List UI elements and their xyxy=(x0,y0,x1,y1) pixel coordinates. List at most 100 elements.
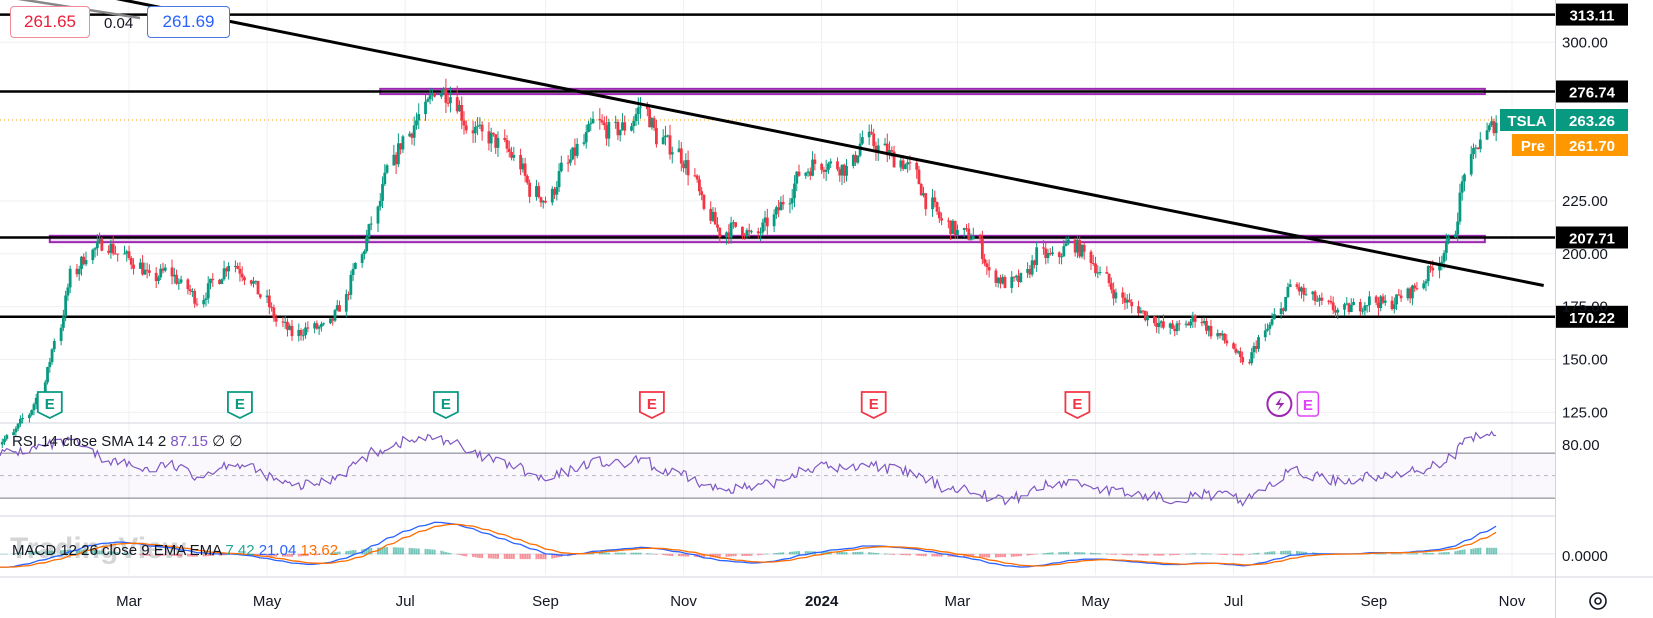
macd-hist-bar xyxy=(718,553,721,558)
macd-hist-bar xyxy=(931,553,934,557)
candle-body-243 xyxy=(772,214,776,227)
macd-legend-hist: 7.42 xyxy=(225,542,258,559)
candle-body-20 xyxy=(64,295,68,317)
macd-hist-bar xyxy=(155,553,158,556)
candle-body-143 xyxy=(455,97,459,112)
bid-price-box[interactable]: 261.65 xyxy=(10,6,90,38)
candle-body-300 xyxy=(951,220,955,234)
macd-hist-bar xyxy=(947,553,950,557)
candle-body-363 xyxy=(1152,316,1156,324)
candle-body-399 xyxy=(1266,328,1269,331)
candle-body-68 xyxy=(218,279,221,284)
candle-body-187 xyxy=(591,118,595,124)
earnings-letter: E xyxy=(869,396,879,413)
candle-body-393 xyxy=(1248,362,1251,364)
candle-body-180 xyxy=(571,147,575,160)
macd-hist-bar xyxy=(202,553,205,557)
macd-hist-bar xyxy=(524,553,527,560)
candle-body-108 xyxy=(344,294,348,312)
candle-body-94 xyxy=(299,330,303,336)
candle-body-332 xyxy=(1051,252,1054,255)
macd-hist-bar xyxy=(1092,552,1095,555)
candle-body-257 xyxy=(813,159,817,164)
macd-hist-bar xyxy=(1470,548,1473,555)
candle-body-22 xyxy=(68,268,72,288)
macd-hist-bar xyxy=(123,552,126,555)
candle-body-267 xyxy=(845,165,848,176)
candle-body-430 xyxy=(1363,305,1367,311)
macd-hist-bar xyxy=(623,552,626,555)
macd-legend-macd: 21.04 xyxy=(259,542,301,559)
macd-hist-bar xyxy=(447,552,450,555)
ask-price-box[interactable]: 261.69 xyxy=(147,6,230,38)
macd-hist-bar xyxy=(605,552,608,555)
candle-body-214 xyxy=(679,148,683,164)
macd-hist-bar xyxy=(1194,553,1197,555)
macd-hist-bar xyxy=(655,553,658,555)
candle-body-245 xyxy=(777,207,781,211)
macd-hist-bar xyxy=(1298,551,1301,555)
macd-hist-bar xyxy=(1062,551,1065,555)
rsi-axis-label: 80.00 xyxy=(1562,437,1600,454)
candle-body-401 xyxy=(1270,319,1274,325)
macd-hist-bar xyxy=(555,553,558,558)
candle-body-322 xyxy=(1019,272,1023,282)
macd-hist-bar xyxy=(888,553,891,555)
candle-body-249 xyxy=(790,198,794,204)
macd-hist-bar xyxy=(917,553,920,556)
candle-body-165 xyxy=(523,163,527,176)
candle-body-135 xyxy=(428,95,432,100)
candle-body-27 xyxy=(84,260,88,265)
price-axis[interactable]: 300.00 225.00 200.00 175.00 150.00 125.00 xyxy=(1556,0,1653,618)
settings-icon[interactable] xyxy=(1585,588,1611,614)
macd-hist-bar xyxy=(1031,553,1034,555)
macd-hist-bar xyxy=(1495,547,1498,555)
candle-body-252 xyxy=(797,171,801,176)
macd-hist-bar xyxy=(761,553,764,555)
candle-body-273 xyxy=(867,131,871,138)
candle-body-247 xyxy=(781,201,785,205)
candle-body-218 xyxy=(693,175,697,177)
macd-hist-bar xyxy=(1171,553,1174,556)
candle-body-366 xyxy=(1159,321,1163,324)
macd-hist-bar xyxy=(1065,551,1068,555)
candle-body-197 xyxy=(623,122,627,131)
macd-hist-bar xyxy=(1033,553,1036,555)
macd-hist-bar xyxy=(1094,553,1097,555)
macd-hist-bar xyxy=(1461,549,1464,555)
macd-hist-bar xyxy=(297,553,300,557)
earnings-marker-3: E xyxy=(638,391,665,420)
macd-hist-bar xyxy=(1099,553,1102,555)
macd-hist-bar xyxy=(1110,553,1113,555)
candle-body-244 xyxy=(774,207,778,215)
candle-body-183 xyxy=(582,142,586,144)
candle-body-132 xyxy=(417,114,421,121)
candle-body-61 xyxy=(193,290,197,304)
macd-hist-bar xyxy=(773,553,776,555)
macd-hist-bar xyxy=(481,553,484,559)
candle-body-93 xyxy=(297,330,301,337)
macd-hist-bar xyxy=(1429,552,1432,555)
macd-axis-label: 0.0000 xyxy=(1562,548,1608,565)
earnings-letter: E xyxy=(1072,396,1082,413)
macd-hist-bar xyxy=(922,553,925,557)
macd-hist-bar xyxy=(1458,550,1461,555)
candle-body-350 xyxy=(1109,283,1113,290)
candle-body-279 xyxy=(885,143,889,156)
candle-body-101 xyxy=(320,323,323,327)
candle-body-312 xyxy=(987,267,991,271)
candle-body-385 xyxy=(1220,333,1224,336)
macd-hist-bar xyxy=(1200,553,1203,555)
macd-hist-bar xyxy=(741,553,744,557)
bid-price: 261.65 xyxy=(24,12,76,31)
candle-body-33 xyxy=(107,250,111,253)
candle-body-274 xyxy=(870,131,873,134)
candle-body-396 xyxy=(1254,346,1258,349)
earnings-marker-4: E xyxy=(860,391,887,420)
horizontal-levels[interactable]: 313.11 276.74 207.71 170.22 TSLA 263.26 Pre 261… xyxy=(0,3,1628,328)
time-axis[interactable]: Mar May Jul Sep Nov 2024 Mar May Jul Sep Nov xyxy=(116,593,1526,610)
macd-hist-bar xyxy=(1019,553,1022,557)
macd-hist-bar xyxy=(678,553,681,557)
